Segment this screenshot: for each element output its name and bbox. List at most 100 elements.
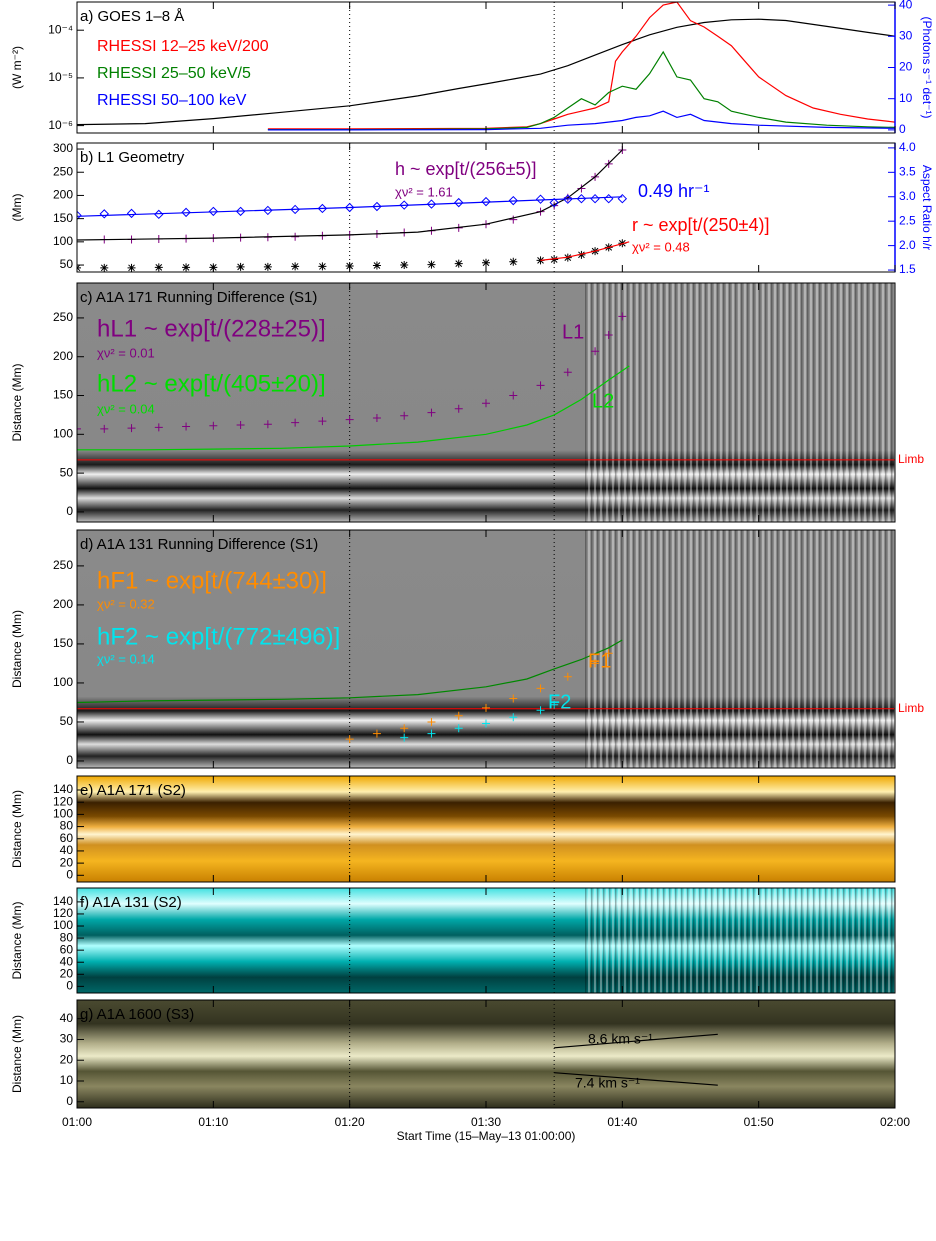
marker-plus [209,421,218,430]
y-tick-label: 0 [66,867,73,881]
y-axis-label: (Mm) [10,194,24,222]
marker-asterisk [550,255,559,264]
annotation: χν² = 0.32 [97,596,155,611]
y2-tick-label: 1.5 [899,262,916,276]
series-line [540,241,630,261]
marker-asterisk [509,257,518,266]
legend-entry: RHESSI 50–100 keV [97,92,247,109]
plot-area [77,283,895,522]
y2-axis-label: Aspect Ratio h/r [920,165,934,250]
marker-plus [509,391,518,400]
x-tick-label: 01:40 [607,1115,637,1129]
marker-plus [577,184,586,193]
marker-plus [454,724,463,733]
annotation: χν² = 0.14 [97,651,155,666]
image-stripes [584,283,895,522]
y-tick-label: 250 [53,310,73,324]
y-axis-label: Distance (Mm) [10,1015,24,1093]
image-olive [77,1000,895,1108]
image-orange [77,776,895,882]
x-tick-label: 02:00 [880,1115,910,1129]
annotation: F1 [588,650,611,672]
x-tick-label: 01:50 [744,1115,774,1129]
marker-plus [427,408,436,417]
y-tick-label: 60 [60,831,74,845]
annotation: 0.49 hr⁻¹ [638,181,710,201]
annotation: L2 [592,390,614,412]
y-axis-label: (W m⁻²) [10,46,24,89]
marker-plus [618,312,627,321]
annotation: h ~ exp[t/(256±5)] [395,159,536,179]
marker-plus [563,672,572,681]
marker-diamond [563,194,573,204]
marker-diamond [399,200,409,210]
marker-plus [509,713,518,722]
marker-diamond [263,205,273,216]
marker-plus [400,724,409,733]
y-tick-label: 150 [53,211,73,225]
marker-plus [291,418,300,427]
marker-plus [482,719,490,728]
y-tick-label: 50 [60,257,74,271]
y-tick-label: 40 [60,954,74,968]
y2-tick-label: 10 [899,91,913,105]
marker-plus [550,700,559,709]
series-line [77,365,630,451]
marker-asterisk [100,263,109,272]
marker-diamond [576,193,587,204]
marker-plus [591,659,600,668]
marker-plus [604,330,613,339]
plot-area [77,2,895,133]
series-line [554,1033,718,1049]
marker-plus [263,420,272,429]
annotation: r ~ exp[t/(250±4)] [632,215,769,235]
y-tick-label: 250 [53,164,73,178]
y-tick-label: 100 [53,807,73,821]
marker-asterisk [291,262,300,271]
marker-diamond [344,202,355,213]
panel-title: d) A1A 131 Running Difference (S1) [80,536,318,553]
y-tick-label: 100 [53,675,73,689]
y-tick-label: 20 [60,1052,74,1066]
series-line [77,639,623,704]
annotation: hF1 ~ exp[t/(744±30)] [97,567,327,594]
y-tick-label: 250 [53,558,73,572]
panel-title: c) A1A 171 Running Difference (S1) [80,289,317,306]
y-tick-label: 140 [53,894,73,908]
marker-plus [604,649,613,658]
x-tick-label: 01:00 [62,1115,92,1129]
series-line [267,50,895,131]
marker-plus [536,706,545,715]
y-tick-label: 10⁻⁴ [48,22,73,36]
series-line [77,196,623,217]
marker-plus [454,404,463,413]
y-tick-label: 80 [60,930,74,944]
marker-diamond [99,209,109,219]
series-line [77,18,895,126]
y-tick-label: 20 [60,966,74,980]
panel-title: f) A1A 131 (S2) [80,894,182,911]
marker-diamond [508,195,518,206]
plot-area [77,530,895,768]
y-tick-label: 100 [53,234,73,248]
limb-label: Limb [898,701,924,715]
y-tick-label: 120 [53,794,73,808]
marker-plus [509,694,518,703]
annotation: χν² = 0.48 [632,239,690,254]
annotation: hL2 ~ exp[t/(405±20)] [97,370,326,397]
y-axis-label: Distance (Mm) [10,363,24,441]
marker-diamond [590,193,600,204]
image-stripes [584,888,895,993]
image-stripes [584,530,895,768]
x-axis-label: Start Time (15–May–13 01:00:00) [397,1129,576,1143]
y-tick-label: 40 [60,843,74,857]
marker-diamond [426,199,437,209]
marker-plus [536,684,545,693]
marker-diamond [126,208,137,219]
panel-title: e) A1A 171 (S2) [80,782,186,799]
y-tick-label: 0 [66,1094,73,1108]
marker-plus [482,399,490,408]
y-tick-label: 40 [60,1011,74,1025]
x-tick-label: 01:20 [335,1115,365,1129]
